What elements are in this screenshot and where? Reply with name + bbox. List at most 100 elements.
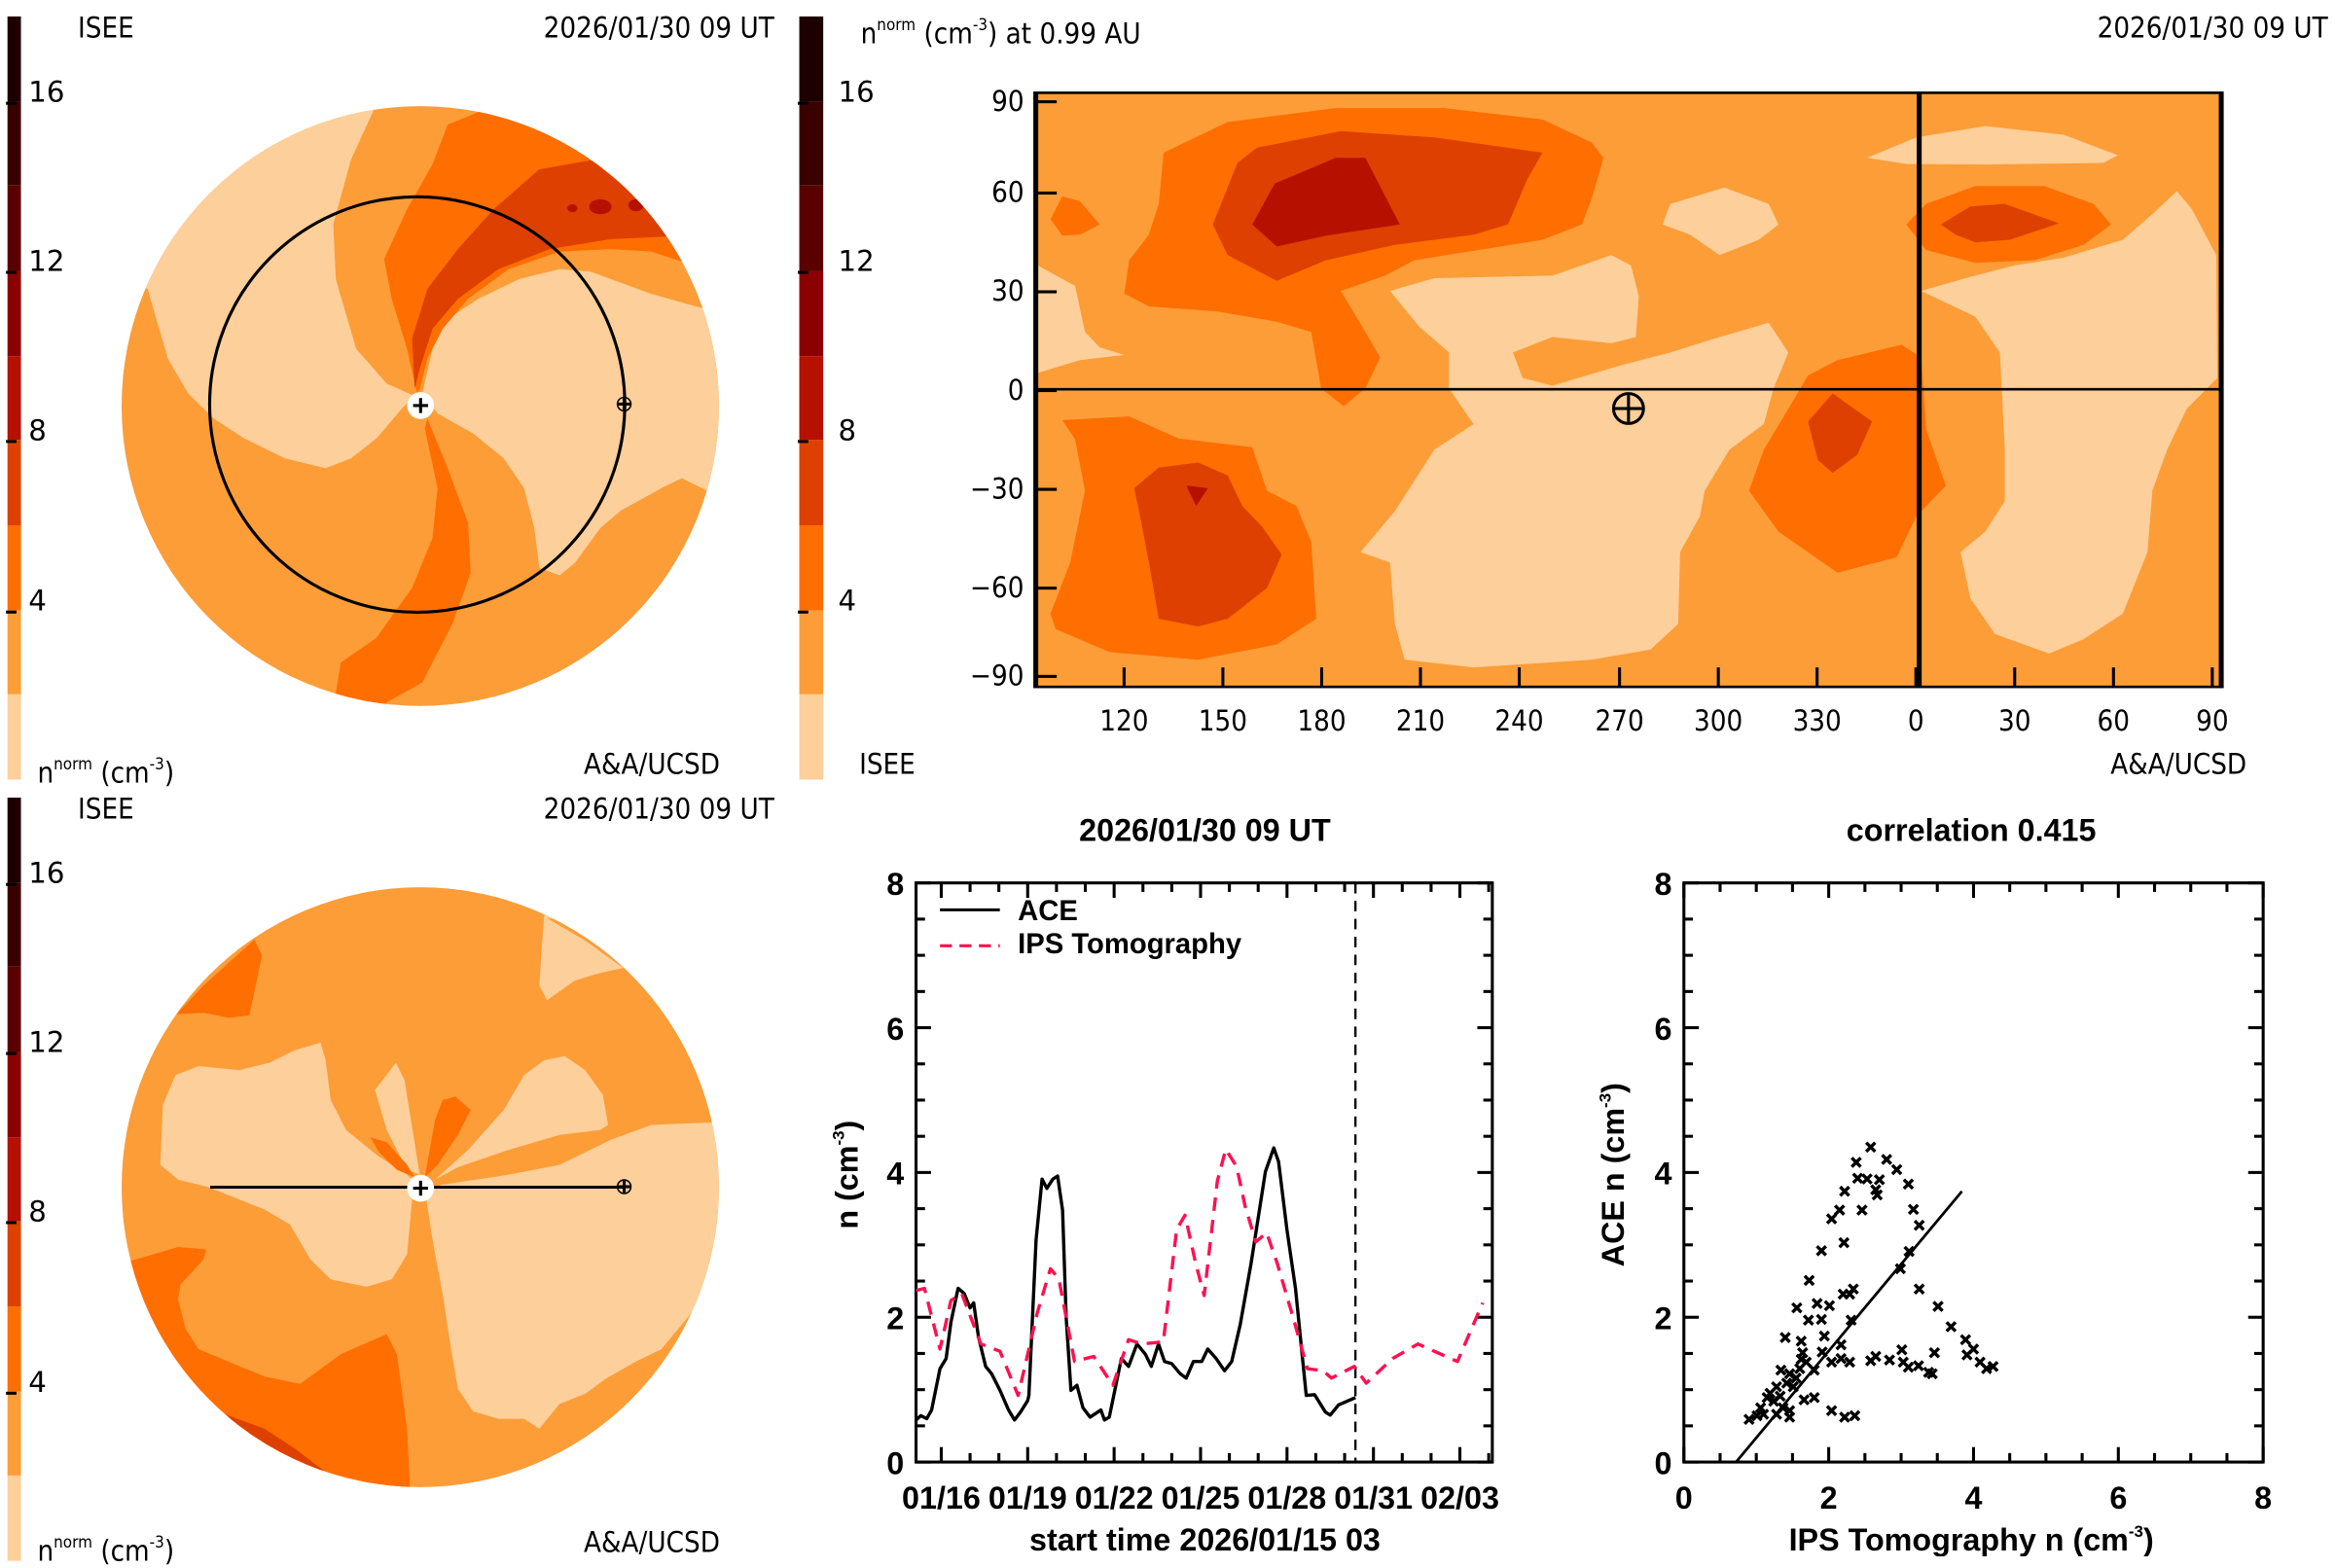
scatter-point: [1783, 1411, 1796, 1423]
scatter-points: [1735, 1141, 1999, 1463]
scatter-point: [1902, 1361, 1915, 1373]
y-tick-label: 0: [1654, 1445, 1671, 1480]
longitude-tick: [1221, 667, 1225, 688]
scatter-point: [1839, 1411, 1850, 1423]
scatter-point: [1928, 1346, 1941, 1359]
peak-density-region: [567, 203, 578, 213]
scatter-point: [1864, 1141, 1877, 1154]
longitude-tick: [2210, 667, 2214, 688]
scatter-point: [1864, 1355, 1877, 1367]
high-density-region: [1133, 462, 1282, 627]
longitude-tick: [1320, 667, 1324, 688]
scatter-point: [1890, 1163, 1903, 1176]
low-density-region: [1921, 191, 2218, 654]
y-tick-label: 2: [1654, 1301, 1671, 1336]
timeseries-axes: 01/16 01/19 01/22 01/25 01/28 01/31 02/03 0 2 4 6 8: [886, 867, 1499, 1515]
credit-label: A&A/UCSD: [583, 1526, 720, 1560]
series-line-ace: [915, 1146, 1356, 1422]
density-region: [121, 1246, 413, 1487]
latitude-tick: [1035, 674, 1058, 678]
colorbar-meridional: [7, 797, 21, 1561]
colorbar-tick: [6, 270, 17, 274]
longitude-tick-label: 30: [1997, 704, 2031, 738]
source-label: ISEE: [77, 12, 134, 46]
scatter-point: [1795, 1335, 1808, 1347]
scatter-point: [1775, 1364, 1787, 1376]
density-region: [424, 1096, 471, 1178]
credit-label: A&A/UCSD: [583, 748, 720, 782]
scatter-point: [1800, 1356, 1813, 1369]
timestamp: 2026/01/30 09 UT: [543, 12, 774, 46]
scatter-point: [1861, 1173, 1873, 1185]
y-tick-label: 6: [1654, 1012, 1671, 1047]
earth-icon: [1611, 392, 1645, 425]
legend-label-ips: IPS Tomography: [1018, 929, 1242, 960]
timestamp: 2026/01/30 09 UT: [2097, 12, 2328, 46]
regression-line: [1735, 1190, 1963, 1463]
scatter-point: [1881, 1154, 1892, 1165]
y-tick-label: 6: [886, 1012, 904, 1047]
scatter-point: [1871, 1189, 1884, 1201]
scatter-point: [1884, 1354, 1895, 1366]
colorbar-tick: [797, 440, 808, 444]
scatter-point: [1903, 1245, 1916, 1258]
longitude-tick-label: 90: [2196, 704, 2229, 738]
colorbar-tick-label: 4: [28, 585, 47, 618]
latitude-tick: [1035, 587, 1058, 590]
high-density-region: [1808, 393, 1873, 474]
scatter-point: [1851, 1172, 1864, 1185]
latitude-tick-label: 90: [990, 85, 1024, 119]
scatter-point: [1960, 1349, 1973, 1361]
latitude-tick-label: −90: [969, 659, 1024, 694]
scatter-point: [1838, 1236, 1850, 1249]
x-tick-label: 01/19: [988, 1480, 1067, 1515]
credit-label: A&A/UCSD: [2110, 748, 2247, 782]
colorbar-tick-label: 12: [838, 245, 875, 279]
scatter-title: correlation 0.415: [1847, 813, 2097, 848]
y-tick-label: 4: [1654, 1157, 1671, 1192]
low-density-region: [1037, 265, 1125, 374]
low-density-region: [1867, 125, 2118, 165]
colorbar-tick: [6, 440, 17, 444]
scatter-point: [1798, 1394, 1811, 1406]
colorbar-tick: [6, 1391, 17, 1395]
longitude-tick: [1419, 667, 1422, 688]
low-density-region: [422, 268, 719, 576]
colorbar-tick-label: 12: [28, 1026, 65, 1060]
timestamp: 2026/01/30 09 UT: [543, 793, 774, 827]
latitude-tick-label: 30: [990, 275, 1024, 308]
colorbar-tick-label: 16: [28, 857, 65, 890]
low-density-region: [435, 1055, 608, 1180]
longitude-tick-label: 150: [1198, 704, 1248, 738]
colorbar-band: [7, 1051, 21, 1137]
longitude-tick: [1914, 667, 1918, 688]
source-label: ISEE: [859, 748, 916, 782]
plot-frame: [1682, 881, 2265, 1464]
longitude-tick: [1814, 667, 1818, 688]
scatter-point: [1844, 1356, 1856, 1369]
scatter-point: [1825, 1213, 1838, 1225]
scatter-point: [1835, 1352, 1848, 1365]
y-tick-label: 4: [886, 1157, 904, 1192]
scatter-point: [1913, 1283, 1925, 1296]
colorbar-band: [799, 101, 824, 187]
scatter-point: [1823, 1300, 1836, 1312]
scatter-point: [1825, 1356, 1838, 1369]
scatter-point: [1754, 1402, 1767, 1414]
earth-icon: [616, 1179, 632, 1194]
latitude-tick: [1035, 388, 1058, 393]
x-tick-label: 02/03: [1420, 1480, 1499, 1515]
y-tick-label: 8: [886, 867, 904, 902]
high-density-region: [224, 1413, 331, 1477]
colorbar-band: [7, 797, 21, 883]
scatter-point: [1761, 1392, 1774, 1404]
latitude-tick: [1035, 487, 1058, 491]
scatter-point: [1815, 1244, 1827, 1257]
colorbar-band: [799, 440, 824, 525]
y-tick-label: 2: [886, 1301, 904, 1336]
latitude-tick: [1035, 100, 1058, 104]
colorbar-band: [7, 882, 21, 968]
density-region: [1050, 196, 1100, 236]
plot-frame: [914, 881, 1494, 1464]
colorbar-band: [799, 270, 824, 356]
